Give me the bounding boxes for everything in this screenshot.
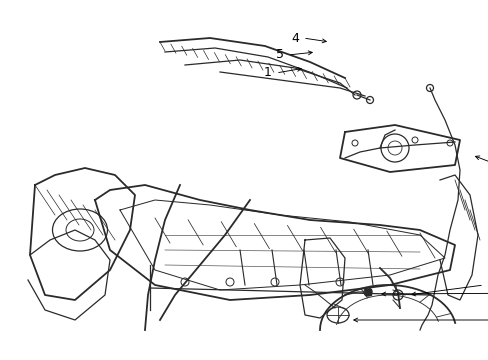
Text: 4: 4 (290, 31, 298, 45)
Text: 1: 1 (264, 67, 271, 80)
Text: 5: 5 (275, 49, 284, 62)
Text: 7: 7 (487, 279, 488, 292)
